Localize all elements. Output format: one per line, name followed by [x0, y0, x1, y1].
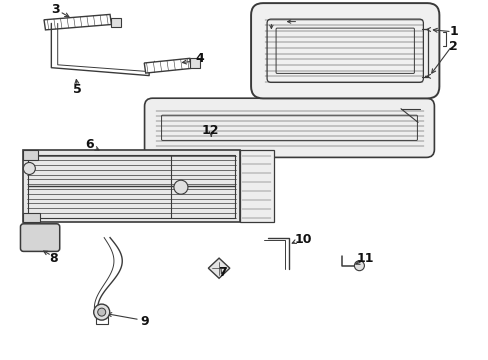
Text: 4: 4: [195, 52, 203, 65]
Polygon shape: [189, 58, 199, 68]
Polygon shape: [111, 18, 121, 27]
Circle shape: [174, 180, 187, 194]
Polygon shape: [239, 150, 273, 222]
Text: 1: 1: [448, 25, 457, 38]
Circle shape: [354, 261, 364, 271]
Circle shape: [23, 162, 35, 175]
Text: 7: 7: [218, 266, 227, 279]
FancyBboxPatch shape: [144, 98, 433, 157]
Text: 11: 11: [356, 252, 374, 265]
Polygon shape: [23, 213, 40, 222]
FancyBboxPatch shape: [250, 3, 439, 98]
Text: 12: 12: [201, 124, 219, 137]
Text: 5: 5: [73, 83, 81, 96]
Text: 6: 6: [85, 138, 94, 151]
Text: 8: 8: [49, 252, 58, 265]
Polygon shape: [144, 58, 191, 73]
FancyBboxPatch shape: [20, 224, 60, 251]
Text: 3: 3: [51, 3, 60, 15]
Polygon shape: [23, 150, 239, 222]
Text: 2: 2: [448, 40, 457, 53]
Text: 10: 10: [294, 233, 311, 246]
Circle shape: [94, 304, 109, 320]
Polygon shape: [208, 258, 229, 278]
Polygon shape: [23, 150, 38, 160]
Polygon shape: [44, 14, 111, 30]
Circle shape: [98, 308, 105, 316]
Bar: [96, 316, 108, 324]
Text: 9: 9: [140, 315, 148, 328]
